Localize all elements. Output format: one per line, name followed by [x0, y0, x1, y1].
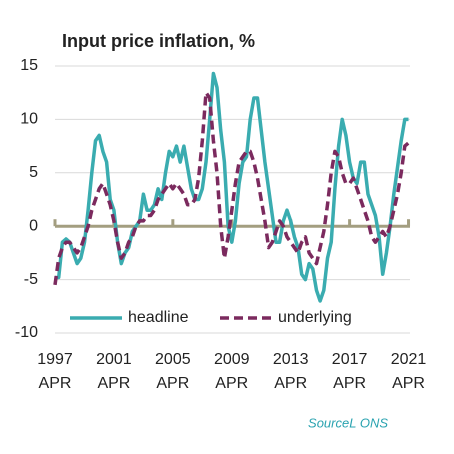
x-tick-label: 1997 APR [37, 351, 73, 392]
x-tick-label: 2017 APR [332, 351, 368, 392]
y-tick-label: 15 [20, 57, 38, 74]
x-tick-label: 2005 APR [155, 351, 191, 392]
x-tick-label: 2009 APR [214, 351, 250, 392]
y-tick-label: 0 [29, 217, 38, 234]
x-tick-label: 2001 APR [96, 351, 132, 392]
y-tick-label: -10 [15, 324, 38, 341]
chart-title: Input price inflation, % [62, 31, 255, 51]
y-tick-label: 5 [29, 164, 38, 181]
series-line [53, 90, 410, 286]
x-tick-label: 2013 APR [273, 351, 309, 392]
legend-label: headline [128, 309, 189, 326]
legend-label: underlying [278, 309, 352, 326]
source: SourceL ONS [308, 415, 388, 430]
y-tick-label: 10 [20, 111, 38, 128]
y-tick-label: -5 [24, 271, 38, 288]
x-tick-label: 2021 APR [391, 351, 427, 392]
series-line [55, 71, 409, 303]
